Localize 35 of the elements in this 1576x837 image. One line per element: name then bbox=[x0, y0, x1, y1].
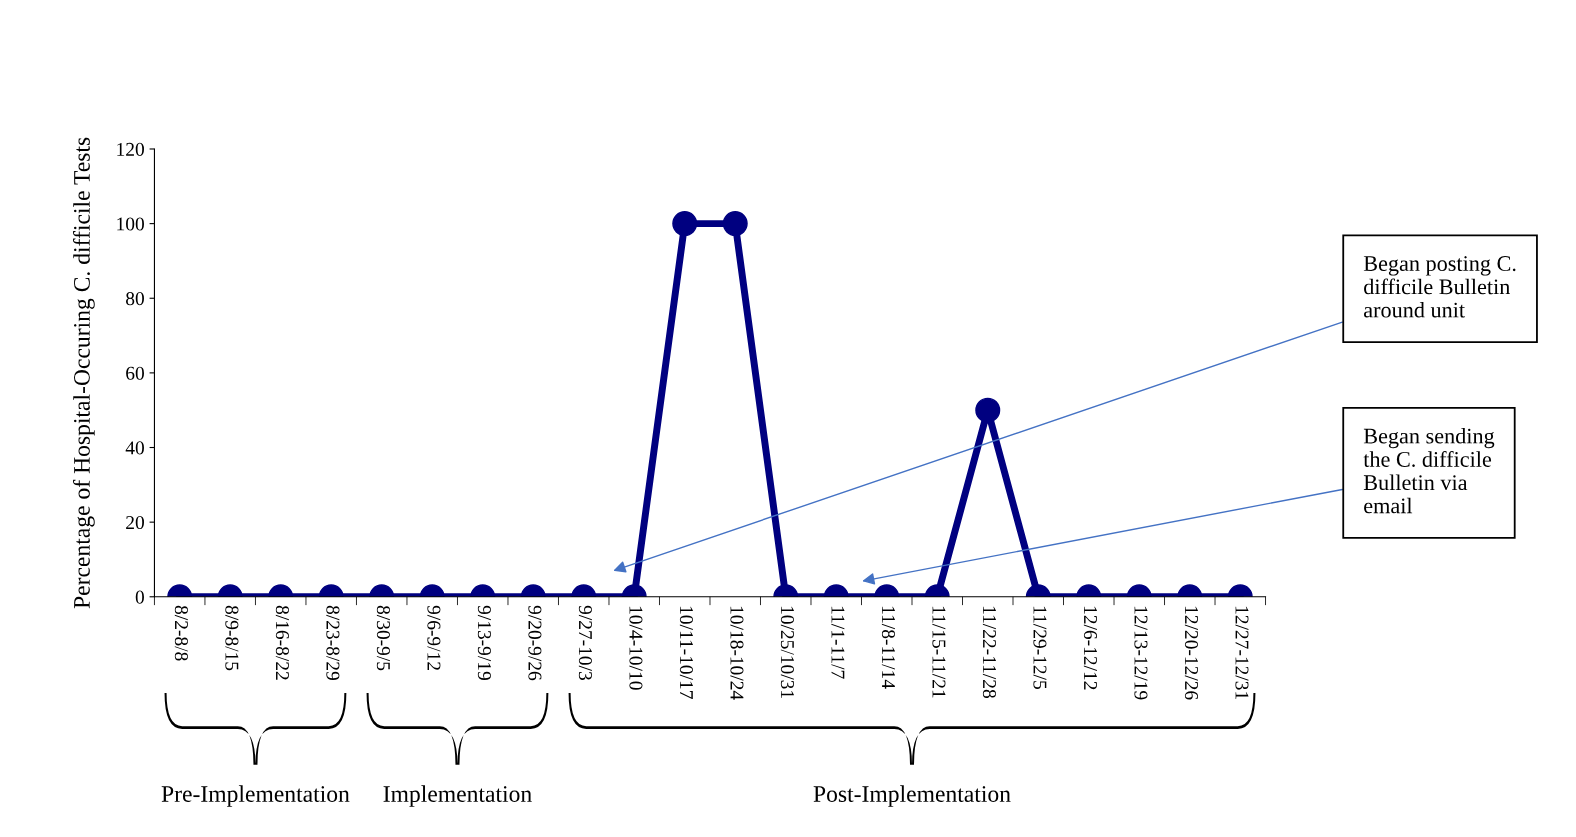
x-tick-label: 12/20-12/26 bbox=[1184, 606, 1199, 700]
y-tick-label: 0 bbox=[135, 590, 144, 604]
x-tick-label: 11/1-11/7 bbox=[831, 606, 845, 679]
x-tick-label: 10/25/10/31 bbox=[780, 606, 794, 698]
text: Implementation bbox=[383, 785, 532, 807]
text: Began sending the C. difficile Bulletin via email bbox=[1363, 427, 1495, 514]
text: Pre-Implementation bbox=[161, 785, 350, 807]
x-tick-label: 11/29-12/5 bbox=[1033, 606, 1047, 689]
x-tick-label: 10/11-10/17 bbox=[679, 606, 693, 699]
x-tick-label: 9/13-9/19 bbox=[477, 605, 491, 680]
x-tick-label: 11/15-11/21 bbox=[932, 606, 946, 698]
x-tick-label: 8/9-8/15 bbox=[225, 605, 239, 671]
x-tick-label: 10/18-10/24 bbox=[730, 606, 744, 700]
x-tick-label: 8/30-9/5 bbox=[376, 605, 390, 671]
text: Post-Implementation bbox=[813, 785, 1011, 807]
x-tick-label: 9/6-9/12 bbox=[427, 605, 441, 670]
y-tick-label: 120 bbox=[117, 142, 144, 156]
x-tick-label: 12/27-12/31 bbox=[1235, 606, 1249, 700]
x-tick-label: 9/20-9/26 bbox=[528, 605, 542, 681]
y-tick-label: 20 bbox=[126, 515, 144, 530]
x-tick-label: 11/8-11/14 bbox=[881, 606, 896, 689]
y-tick-label: 40 bbox=[125, 441, 144, 455]
x-tick-label: 8/23-8/29 bbox=[326, 605, 340, 680]
x-tick-label: 8/2-8/8 bbox=[174, 605, 188, 661]
text: Began posting C. difficile Bulletin around unit bbox=[1363, 256, 1516, 318]
x-tick-label: 9/27-10/3 bbox=[578, 605, 592, 680]
y-tick-label: 60 bbox=[126, 366, 144, 380]
y-tick-label: 80 bbox=[126, 292, 144, 306]
x-tick-label: 8/16-8/22 bbox=[275, 605, 289, 680]
x-tick-label: 12/6-12/12 bbox=[1083, 606, 1097, 690]
x-tick-label: 12/13-12/19 bbox=[1134, 606, 1148, 700]
x-tick-label: 11/22-11/28 bbox=[982, 606, 997, 698]
x-tick-label: 10/4-10/10 bbox=[629, 606, 643, 690]
y-axis-title: Percentage of Hospital-Occuring C. difficile Tests bbox=[73, 137, 95, 609]
y-tick-label: 100 bbox=[117, 217, 144, 231]
